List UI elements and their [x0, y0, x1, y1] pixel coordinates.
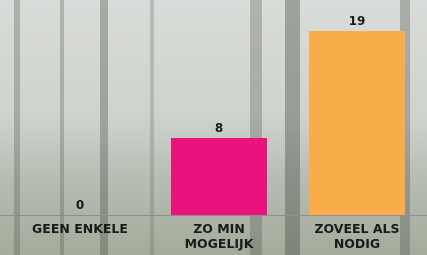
bar [171, 138, 267, 215]
value-label: 0 [50, 198, 110, 212]
bar [309, 31, 405, 215]
value-label: 19 [327, 14, 387, 28]
x-tick-label: GEEN ENKELE [24, 221, 136, 236]
baseline [0, 215, 427, 216]
value-label: 8 [189, 121, 249, 135]
x-tick-label: ZOVEEL ALS NODIG [301, 221, 413, 251]
x-tick-label: ZO MIN MOGELIJK [163, 221, 275, 251]
chart: 0 GEEN ENKELE 8 ZO MIN MOGELIJK 19 ZOVEEL ALS… [0, 0, 427, 255]
